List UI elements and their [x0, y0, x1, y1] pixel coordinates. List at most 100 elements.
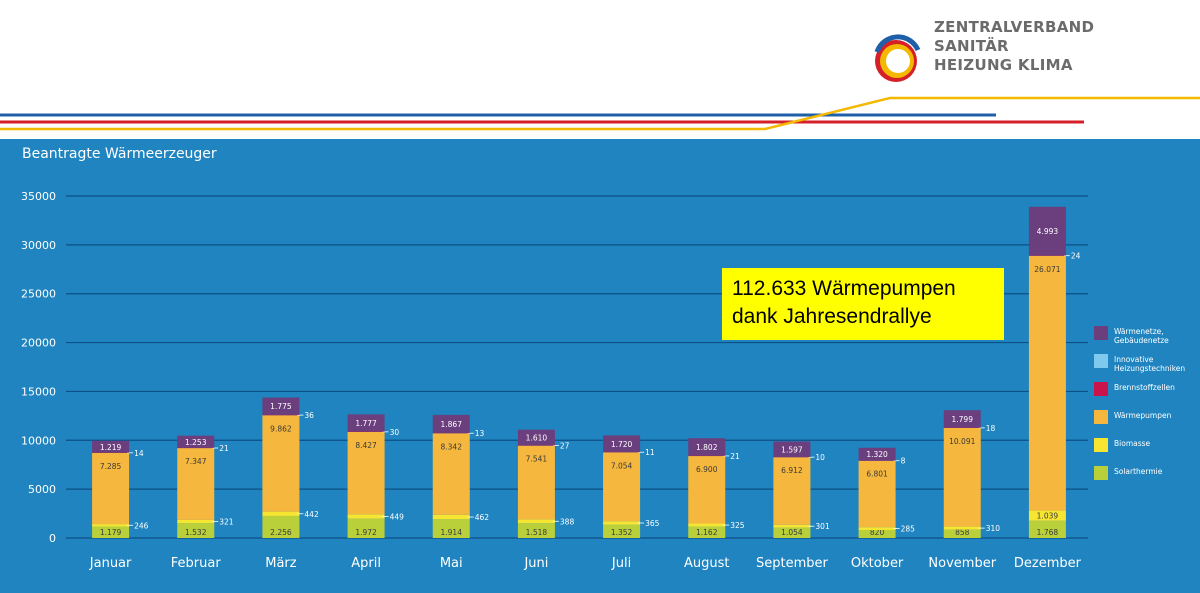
bar-segment — [1028, 255, 1066, 511]
bar-segment — [603, 524, 641, 538]
legend-label: Biomasse — [1114, 439, 1151, 448]
x-tick-label: Dezember — [1014, 556, 1082, 571]
callout-line: dank Jahresendrallye — [732, 305, 932, 328]
bar-segment — [1028, 520, 1066, 538]
data-label: 1.914 — [441, 528, 463, 537]
bar-segment — [92, 526, 130, 538]
legend-swatch — [1094, 410, 1108, 424]
data-label: 1.320 — [866, 450, 888, 459]
x-tick-label: Januar — [89, 556, 132, 571]
data-label: 21 — [219, 444, 229, 453]
data-label: 462 — [475, 513, 490, 522]
data-label: 310 — [986, 524, 1001, 533]
legend-swatch — [1094, 326, 1108, 340]
data-label: 8 — [901, 457, 906, 466]
bar-segment — [92, 440, 130, 453]
data-label: 36 — [304, 411, 314, 420]
bar-segment — [432, 414, 470, 434]
y-tick-label: 0 — [49, 532, 56, 545]
bar-segment — [943, 526, 981, 530]
bar-segment — [1028, 206, 1066, 256]
data-label: 1.219 — [100, 443, 122, 452]
data-label: 2.256 — [270, 528, 292, 537]
bar-segment — [773, 524, 811, 528]
bar-segment — [262, 511, 300, 516]
data-label: 449 — [390, 513, 405, 522]
data-label: 9.862 — [270, 424, 292, 433]
bar-segment — [177, 523, 215, 538]
data-label: 1.179 — [100, 528, 122, 537]
bar-segment — [858, 460, 896, 528]
data-label: 4.993 — [1037, 227, 1059, 236]
data-label: 1.777 — [355, 419, 377, 428]
data-label: 1.054 — [781, 528, 803, 537]
data-label: 1.768 — [1037, 528, 1059, 537]
data-label: 24 — [1071, 252, 1081, 261]
legend-label: Brennstoffzellen — [1114, 383, 1175, 392]
data-label: 1.597 — [781, 445, 803, 454]
data-label: 388 — [560, 517, 575, 526]
header-area: ZENTRALVERBAND SANITÄR HEIZUNG KLIMA — [0, 0, 1200, 140]
bar-segment — [347, 414, 385, 432]
y-tick-label: 30000 — [21, 239, 56, 252]
y-tick-label: 5000 — [28, 483, 56, 496]
bar-segment — [262, 415, 300, 512]
data-label: 13 — [475, 429, 485, 438]
data-label: 7.285 — [100, 462, 122, 471]
data-label: 26.071 — [1034, 265, 1060, 274]
bar-segment — [688, 438, 726, 456]
data-label: 1.775 — [270, 402, 292, 411]
data-label: 858 — [955, 528, 970, 537]
bar-segment — [603, 452, 641, 522]
legend-label: Innovative Heizungstechniken — [1114, 355, 1186, 373]
data-label: 30 — [390, 428, 400, 437]
data-label: 1.972 — [355, 528, 377, 537]
data-label: 27 — [560, 442, 570, 451]
bar-segment — [943, 410, 981, 428]
x-tick-label: Mai — [440, 556, 463, 571]
bar-segment — [347, 514, 385, 519]
data-label: 10.091 — [949, 437, 975, 446]
data-label: 442 — [304, 510, 319, 519]
bar-segment — [517, 429, 555, 446]
data-label: 365 — [645, 519, 660, 528]
y-tick-label: 25000 — [21, 288, 56, 301]
data-label: 8.427 — [355, 441, 377, 450]
legend-swatch — [1094, 466, 1108, 480]
bar-segment — [92, 452, 130, 525]
logo-wordmark: ZENTRALVERBAND SANITÄR HEIZUNG KLIMA — [934, 18, 1094, 75]
x-tick-label: Juni — [523, 556, 548, 571]
x-tick-label: November — [928, 556, 996, 571]
data-label: 14 — [134, 449, 144, 458]
data-label: 11 — [645, 448, 655, 457]
x-tick-label: Oktober — [851, 556, 904, 571]
bar-segment — [432, 519, 470, 538]
bar-segment — [432, 433, 470, 515]
data-label: 1.253 — [185, 438, 207, 447]
data-label: 246 — [134, 521, 149, 530]
data-label: 820 — [870, 528, 885, 537]
y-tick-label: 20000 — [21, 337, 56, 350]
y-tick-label: 35000 — [21, 190, 56, 203]
bar-segment — [177, 435, 215, 448]
data-label: 6.900 — [696, 465, 718, 474]
data-label: 325 — [730, 521, 745, 530]
data-label: 301 — [815, 522, 830, 531]
data-label: 6.801 — [866, 470, 888, 479]
zvshk-logo-icon — [874, 34, 921, 82]
data-label: 1.352 — [611, 528, 633, 537]
data-label: 7.347 — [185, 457, 207, 466]
data-label: 1.532 — [185, 528, 207, 537]
bar-segment — [688, 456, 726, 524]
bar-segment — [858, 529, 896, 538]
bar-segment — [92, 524, 130, 527]
x-tick-label: August — [684, 556, 730, 571]
bar-segment — [517, 519, 555, 524]
header-lines — [0, 34, 1200, 131]
data-label: 18 — [986, 424, 996, 433]
bar-segment — [603, 521, 641, 525]
bar-segment — [347, 518, 385, 538]
data-label: 321 — [219, 517, 234, 526]
bar-segment — [688, 526, 726, 538]
